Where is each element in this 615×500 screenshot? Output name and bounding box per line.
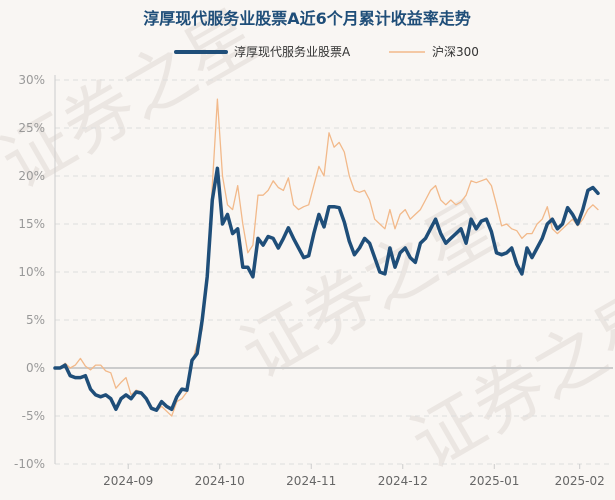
legend: 淳厚现代服务业股票A 沪深300	[174, 44, 479, 59]
y-tick-label: -5%	[22, 409, 45, 423]
y-axis-ticks: 30% 25% 20% 15% 10% 5% 0% -5% -10%	[14, 73, 45, 471]
chart-title: 淳厚现代服务业股票A近6个月累计收益率走势	[143, 9, 471, 28]
y-tick-label: 0%	[26, 361, 45, 375]
watermark-text: 证券之星	[228, 184, 511, 395]
y-tick-label: 20%	[18, 169, 45, 183]
x-axis-ticks: 2024-09 2024-10 2024-11 2024-12 2025-01 2025-…	[103, 464, 605, 488]
x-tick-label: 2024-11	[286, 474, 336, 488]
legend-label-fund: 淳厚现代服务业股票A	[234, 44, 351, 59]
series-layer	[53, 98, 600, 417]
y-tick-label: 10%	[18, 265, 45, 279]
y-tick-label: 15%	[18, 217, 45, 231]
legend-label-index: 沪深300	[432, 45, 479, 59]
y-tick-label: 30%	[18, 73, 45, 87]
x-tick-label: 2024-10	[195, 474, 245, 488]
series-line-fund	[53, 166, 600, 412]
x-tick-label: 2024-09	[103, 474, 153, 488]
x-tick-label: 2024-12	[378, 474, 428, 488]
x-tick-label: 2025-01	[469, 474, 519, 488]
watermark-text: 证券之星	[398, 274, 615, 485]
grid-layer	[54, 75, 613, 465]
x-tick-label: 2025-02	[555, 474, 605, 488]
y-tick-label: -10%	[14, 457, 45, 471]
y-tick-label: 5%	[26, 313, 45, 327]
y-tick-label: 25%	[18, 121, 45, 135]
watermark-layer: 证券之星 证券之星 证券之星	[0, 0, 615, 485]
